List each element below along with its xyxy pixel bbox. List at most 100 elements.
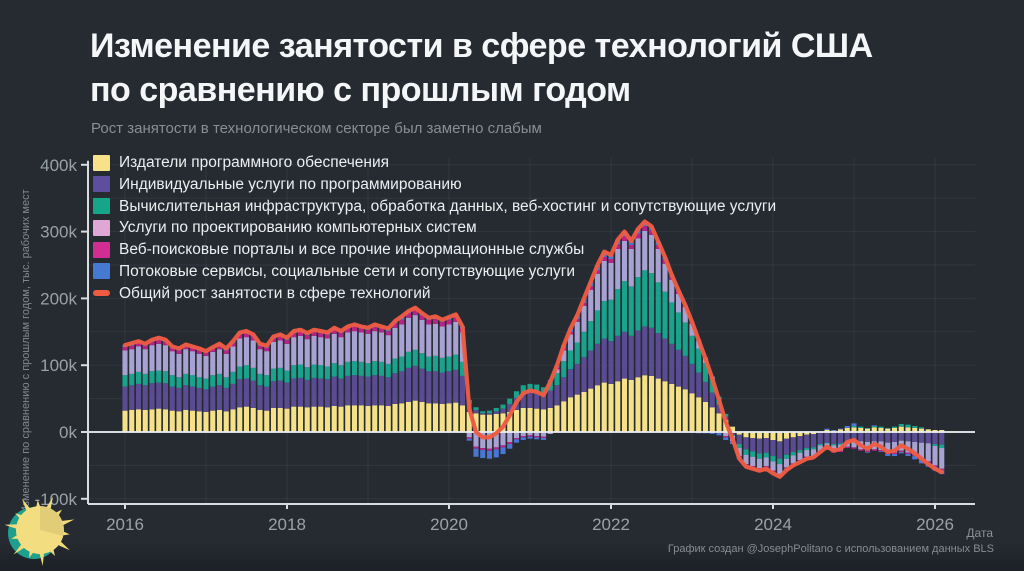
bar-segment [331, 376, 337, 406]
bar-segment [149, 371, 155, 384]
bar-segment [405, 367, 412, 402]
bar-segment [669, 279, 675, 303]
bar-segment [939, 448, 945, 469]
bar-segment [426, 319, 432, 325]
bar-segment [250, 340, 256, 368]
bar-segment [885, 442, 891, 453]
bar-segment [561, 401, 567, 432]
bar-segment [311, 331, 317, 336]
bar-segment [824, 442, 830, 444]
bar-segment [331, 405, 337, 432]
bar-segment [777, 464, 783, 475]
bar-segment [898, 452, 904, 454]
bar-segment [486, 450, 493, 459]
bar-segment [898, 432, 904, 441]
bar-segment [493, 447, 499, 450]
bar-segment [372, 361, 378, 376]
legend-color-swatch [93, 176, 110, 193]
bar-segment [432, 403, 439, 432]
bar-segment [243, 378, 250, 407]
bar-segment [162, 345, 169, 372]
bar-segment [297, 364, 304, 378]
bar-segment [304, 367, 310, 380]
bar-segment [642, 326, 648, 376]
bar-segment [507, 442, 513, 445]
bar-segment [365, 333, 371, 364]
bar-segment [237, 334, 243, 339]
bar-segment [561, 350, 567, 362]
bar-segment [318, 333, 324, 338]
bar-segment [932, 446, 938, 466]
bar-segment [534, 432, 540, 437]
bar-segment [783, 454, 790, 459]
bar-segment [588, 350, 594, 389]
bar-segment [270, 381, 277, 408]
bar-segment [135, 409, 142, 432]
bar-segment [122, 410, 128, 432]
bar-segment [392, 358, 398, 374]
bar-segment [790, 452, 796, 456]
bar-segment [250, 336, 256, 341]
bar-segment [621, 240, 628, 282]
bar-segment [230, 371, 236, 384]
bar-segment [284, 343, 290, 371]
bar-segment [702, 381, 709, 402]
y-tick-label: 100k [40, 356, 77, 375]
bar-segment [318, 365, 324, 379]
bar-segment [243, 406, 250, 432]
bar-segment [230, 383, 236, 410]
bar-segment [196, 411, 202, 432]
bar-segment [439, 372, 445, 404]
bar-segment [594, 310, 601, 344]
bar-segment [891, 432, 898, 443]
bar-segment [837, 450, 844, 453]
bar-segment [297, 377, 304, 407]
bar-segment [304, 339, 310, 368]
bar-segment [581, 305, 587, 332]
bar-segment [898, 426, 904, 432]
bar-segment [540, 438, 547, 441]
bar-segment [257, 373, 263, 386]
bar-segment [912, 442, 918, 455]
bar-segment [149, 383, 155, 410]
bar-segment [372, 405, 378, 432]
bar-segment [912, 427, 918, 432]
bar-segment [588, 321, 594, 351]
x-tick-label: 2024 [754, 515, 792, 534]
bar-segment [270, 341, 277, 369]
bar-segment [540, 394, 547, 410]
bar-segment [486, 448, 493, 451]
bar-segment [473, 446, 479, 449]
bar-segment [500, 432, 506, 446]
bar-segment [142, 345, 148, 350]
bar-segment [324, 407, 331, 432]
x-axis-title: Дата [966, 526, 993, 540]
bar-segment [311, 377, 317, 407]
bar-segment [655, 333, 661, 379]
bar-segment [513, 409, 520, 432]
bar-segment [378, 332, 385, 362]
bar-segment [871, 425, 877, 428]
bar-segment [156, 343, 162, 371]
chart-subtitle: Рост занятости в технологическом секторе… [91, 120, 542, 137]
bar-segment [804, 434, 810, 449]
bar-segment [655, 378, 661, 432]
bar-segment [675, 293, 682, 313]
bar-segment [156, 370, 162, 383]
bar-segment [628, 286, 634, 336]
x-tick-label: 2016 [106, 515, 144, 534]
bar-segment [729, 426, 736, 432]
bar-segment [459, 405, 466, 432]
bar-segment [804, 432, 810, 435]
bar-segment [176, 387, 182, 412]
bar-segment [750, 451, 756, 457]
bar-segment [871, 425, 877, 426]
bar-segment [905, 427, 911, 432]
bar-segment [291, 365, 297, 379]
bar-segment [770, 456, 776, 462]
bar-segment [817, 445, 823, 452]
bar-segment [176, 377, 182, 388]
bar-segment [567, 334, 574, 351]
bar-segment [230, 409, 236, 432]
bar-segment [675, 349, 682, 387]
